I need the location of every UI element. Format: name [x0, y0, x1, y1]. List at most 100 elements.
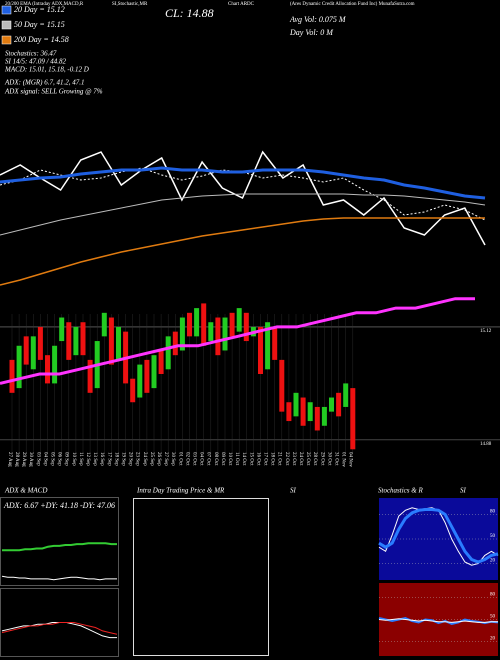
- x-tick-label: 24 Sep: [142, 452, 147, 466]
- x-tick-label: 25 Oct: [305, 452, 310, 466]
- x-tick-label: 30 Aug: [28, 452, 33, 467]
- panel-title: ADX & MACD: [4, 487, 47, 495]
- x-tick-label: 25 Sep: [149, 452, 154, 466]
- x-tick-label: 30 Oct: [326, 452, 331, 466]
- candle: [59, 317, 65, 342]
- legend-label: 50 Day = 15.15: [14, 20, 65, 29]
- candle: [16, 345, 22, 389]
- candle: [9, 359, 15, 393]
- moving-average-line: [0, 297, 475, 385]
- x-tick-label: 13 Sep: [92, 452, 97, 466]
- y-tick-label: 50: [490, 615, 496, 620]
- candle: [329, 397, 334, 412]
- candle: [243, 312, 249, 342]
- price-line: [0, 167, 486, 221]
- x-tick-label: 28 Aug: [14, 452, 19, 467]
- x-tick-label: 04 Nov: [348, 452, 353, 467]
- candle: [201, 303, 207, 346]
- x-tick-label: 12 Sep: [85, 452, 90, 466]
- legend-swatch: [1, 35, 12, 45]
- intraday-panel: [133, 498, 269, 656]
- legend-swatch: [1, 20, 12, 30]
- panel-subtitle: ADX: 6.67 +DY: 41.18 -DY: 47.06: [3, 501, 115, 510]
- y-tick-label: 80: [490, 510, 496, 515]
- candle: [116, 326, 121, 360]
- adx-panel: [0, 497, 119, 586]
- day-volume: Day Vol: 0 M: [289, 28, 334, 37]
- x-tick-label: 03 Sep: [35, 452, 40, 466]
- candle: [130, 378, 136, 403]
- indicator: Stochastics: 36.47: [5, 50, 57, 58]
- x-tick-label: 26 Sep: [156, 452, 161, 466]
- indicator-line: [1, 622, 118, 635]
- company-name: (Ares Dynamic Credit Allocation Fund Inc…: [290, 2, 415, 7]
- x-tick-label: 15 Oct: [248, 452, 253, 466]
- x-tick-label: 16 Sep: [99, 452, 104, 466]
- candle: [137, 364, 143, 398]
- x-tick-label: 04 Sep: [42, 452, 47, 466]
- candle: [307, 402, 313, 422]
- x-tick-label: 06 Sep: [57, 452, 62, 466]
- x-tick-label: 08 Oct: [213, 452, 218, 466]
- candle: [23, 336, 29, 365]
- x-tick-label: 04 Oct: [199, 452, 204, 466]
- candle: [66, 322, 72, 360]
- legend-label: 200 Day = 14.58: [14, 35, 69, 44]
- y-tick-label: 20: [490, 637, 496, 642]
- x-tick-label: 11 Oct: [234, 452, 239, 466]
- x-tick-label: 01 Oct: [177, 452, 182, 466]
- indicator-line: [378, 508, 499, 564]
- candle: [314, 406, 320, 431]
- candle: [172, 331, 178, 356]
- candle: [187, 312, 192, 337]
- candle: [165, 336, 171, 370]
- x-tick-label: 30 Sep: [170, 452, 175, 466]
- x-tick-label: 05 Sep: [49, 452, 54, 466]
- header-title: 20/200 EMA (Intraday ADX,MACD,R: [5, 2, 84, 7]
- panel-title: SI: [290, 487, 297, 495]
- indicator: MACD: 15.01, 15.18, -0.12 D: [4, 66, 89, 74]
- candle: [151, 355, 157, 389]
- y-tick-label: 80: [490, 593, 496, 598]
- candle: [208, 322, 214, 342]
- candle: [179, 317, 185, 351]
- x-tick-label: 19 Sep: [120, 452, 125, 466]
- indicator: ADX: (MGR) 6.7, 41.2, 47.1: [4, 79, 85, 87]
- avg-volume: Avg Vol: 0.075 M: [289, 15, 347, 24]
- x-tick-label: 10 Sep: [71, 452, 76, 466]
- candle: [286, 402, 292, 422]
- indicator: SI 14/5: 47.09 / 44.82: [5, 58, 67, 66]
- x-tick-label: 27 Sep: [163, 452, 168, 466]
- x-tick-label: 20 Sep: [128, 452, 133, 466]
- panel-title: Intra Day Trading Price & MR: [136, 487, 225, 495]
- candle: [73, 326, 79, 356]
- x-tick-label: 21 Oct: [277, 452, 282, 466]
- close-price: CL: 14.88: [165, 6, 214, 20]
- x-tick-label: 11 Sep: [78, 452, 83, 466]
- candle: [336, 392, 342, 417]
- candle: [45, 355, 50, 384]
- legend-label: 20 Day = 15.12: [14, 5, 65, 14]
- x-tick-label: 27 Aug: [7, 452, 12, 467]
- x-tick-label: 14 Oct: [241, 452, 246, 466]
- candle: [350, 388, 356, 450]
- candle: [343, 383, 349, 407]
- header-title-2: SI,Stochastic,MR: [112, 2, 148, 7]
- x-tick-label: 24 Oct: [298, 452, 303, 466]
- candle: [300, 397, 306, 426]
- indicator-line: [378, 618, 498, 623]
- candle: [37, 326, 43, 360]
- y-tick-label: 14.88: [480, 442, 492, 447]
- x-tick-label: 09 Sep: [64, 452, 69, 466]
- x-tick-label: 22 Oct: [284, 452, 289, 466]
- x-tick-label: 03 Oct: [191, 452, 196, 466]
- candle: [279, 359, 285, 412]
- y-tick-label: 15.12: [480, 329, 492, 334]
- candle: [108, 317, 114, 365]
- x-tick-label: 17 Oct: [262, 452, 267, 466]
- legend-swatch: [1, 5, 12, 15]
- indicator-line: [0, 217, 485, 286]
- x-tick-label: 23 Oct: [291, 452, 296, 466]
- x-tick-label: 16 Oct: [255, 452, 260, 466]
